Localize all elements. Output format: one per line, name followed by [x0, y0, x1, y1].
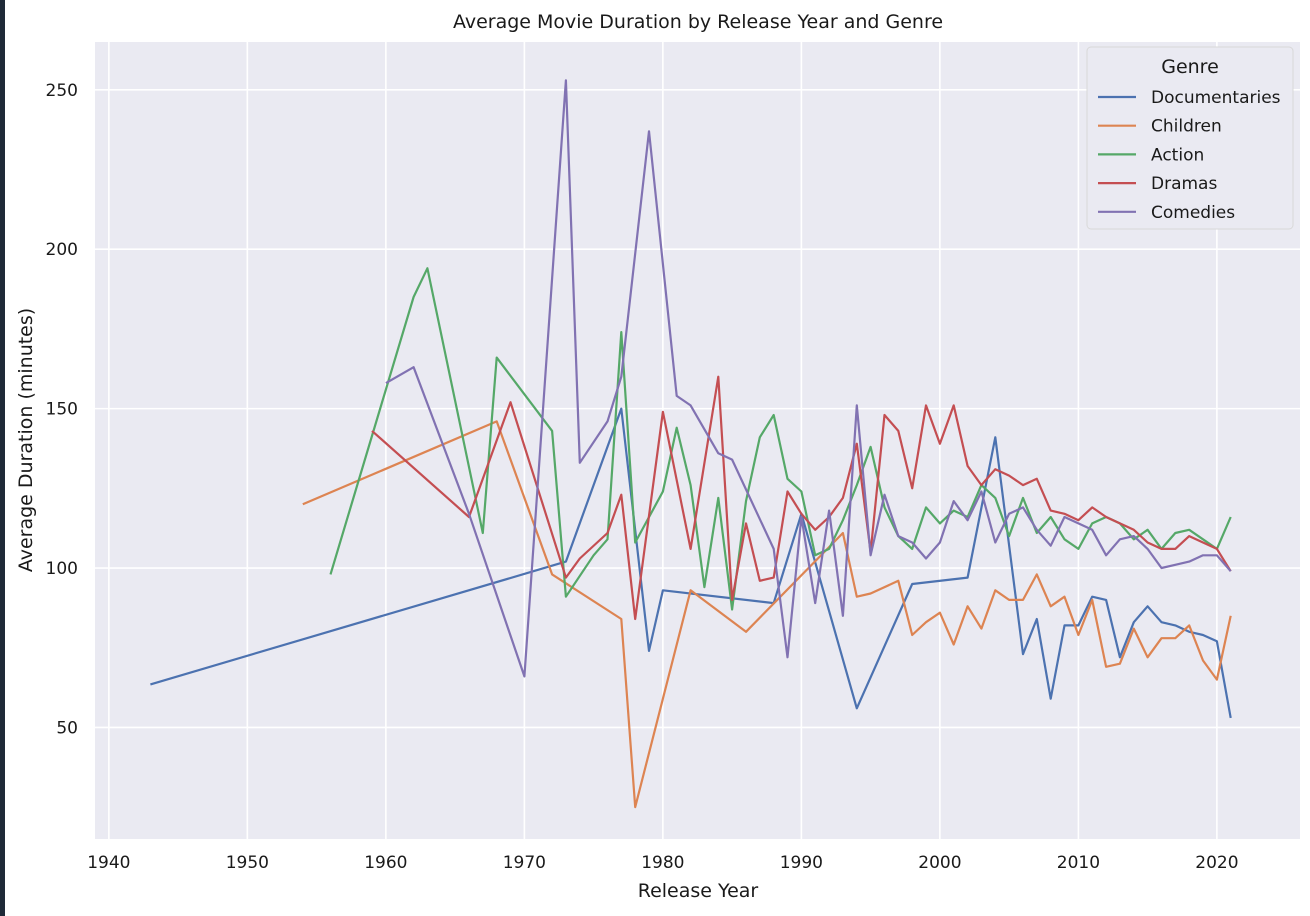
series-line-dramas: [371, 375, 1232, 621]
chart-title: Average Movie Duration by Release Year a…: [453, 11, 943, 33]
legend-title: Genre: [1161, 56, 1219, 78]
y-tick-label: 200: [46, 240, 78, 260]
x-tick-label: 2000: [918, 853, 961, 873]
y-tick-label: 50: [56, 718, 78, 738]
y-axis-ticks: 50 100 150 200 250: [46, 81, 78, 739]
y-tick-label: 100: [46, 559, 78, 579]
legend-label-comedies: Comedies: [1151, 203, 1235, 223]
legend-label-documentaries: Documentaries: [1151, 88, 1281, 108]
window-edge: [0, 0, 5, 916]
legend-label-action: Action: [1151, 145, 1204, 165]
x-tick-label: 1960: [364, 853, 407, 873]
legend-label-dramas: Dramas: [1151, 174, 1217, 194]
x-tick-label: 1950: [226, 853, 269, 873]
x-tick-label: 2020: [1195, 853, 1238, 873]
x-tick-label: 1980: [641, 853, 684, 873]
x-axis-label: Release Year: [638, 880, 759, 902]
x-axis-ticks: 1940 1950 1960 1970 1980 1990 2000 2010 2020: [87, 853, 1238, 873]
y-tick-label: 150: [46, 400, 78, 420]
y-axis-label: Average Duration (minutes): [15, 308, 37, 572]
x-tick-label: 1990: [780, 853, 823, 873]
legend-label-children: Children: [1151, 117, 1222, 137]
series-line-comedies: [385, 79, 1232, 678]
legend: Genre Documentaries Children Action Dramas C…: [1086, 46, 1294, 230]
series-lines: [150, 79, 1232, 809]
x-tick-label: 2010: [1057, 853, 1100, 873]
series-line-documentaries: [150, 407, 1232, 719]
series-line-children: [302, 420, 1232, 809]
x-tick-label: 1970: [503, 853, 546, 873]
grid-lines: [95, 42, 1300, 839]
y-tick-label: 250: [46, 81, 78, 101]
legend-box: [1086, 46, 1294, 230]
x-tick-label: 1940: [87, 853, 130, 873]
